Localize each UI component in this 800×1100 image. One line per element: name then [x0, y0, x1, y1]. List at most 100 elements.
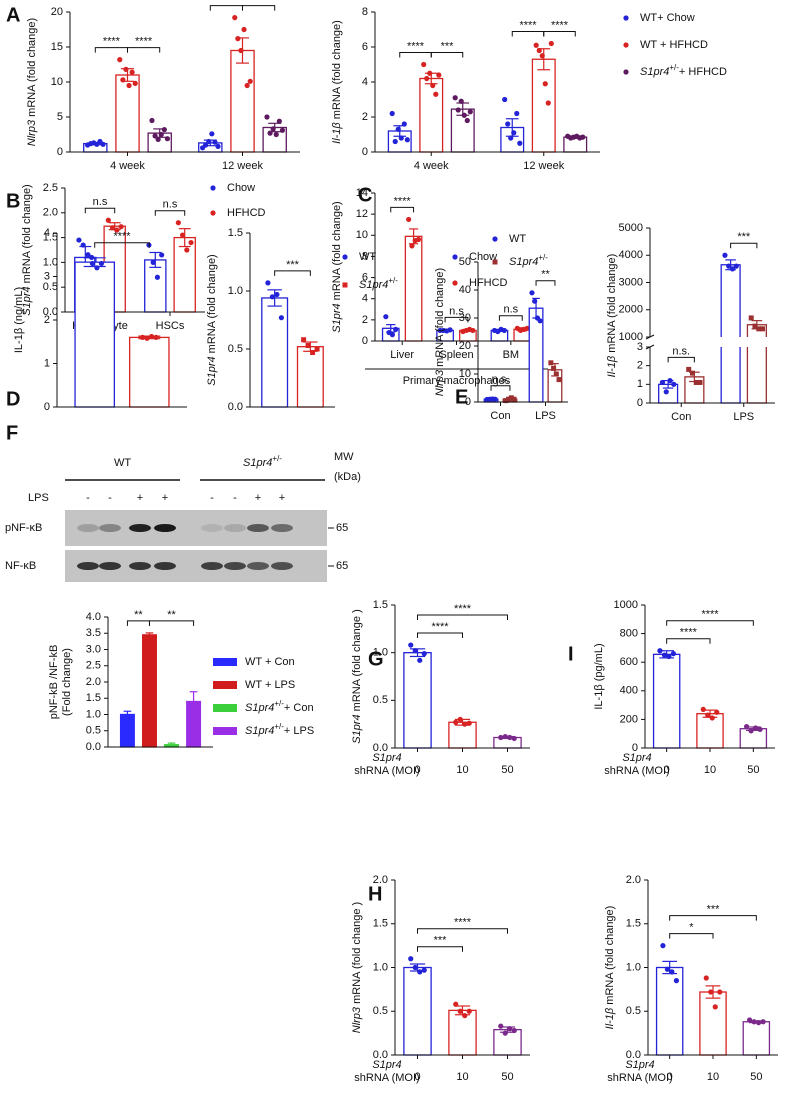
data-point	[673, 978, 680, 984]
y-axis-label: IL-1β (ng/mL)	[13, 287, 25, 353]
data-point	[274, 291, 280, 298]
data-point	[502, 96, 508, 103]
significance-label: ****	[680, 627, 698, 639]
data-point	[542, 81, 548, 87]
data-point	[148, 333, 155, 340]
data-point	[533, 42, 539, 48]
data-point	[238, 47, 244, 54]
data-point	[498, 734, 504, 741]
y-tick-label: 10	[51, 76, 63, 88]
x-tick-label: 10	[456, 764, 468, 776]
x-axis-label: S1pr4	[372, 752, 401, 764]
data-point	[153, 334, 159, 340]
data-point	[708, 989, 714, 995]
data-point	[455, 107, 461, 113]
data-point	[667, 378, 673, 384]
y-tick-label: 1.0	[86, 708, 101, 720]
data-point	[406, 216, 412, 223]
x-axis-label: shRNA (MOI)	[354, 1072, 419, 1084]
significance-label: **	[541, 269, 550, 281]
x-tick-label: 12 week	[523, 160, 564, 172]
y-tick-label: 0.5	[86, 725, 101, 737]
legend-label: HFHCD	[227, 207, 266, 219]
data-point	[461, 112, 467, 118]
bar	[261, 297, 289, 408]
data-point	[729, 266, 736, 272]
data-point	[383, 314, 389, 320]
x-tick-label: 0	[664, 764, 670, 776]
data-point	[433, 91, 439, 97]
data-point	[464, 117, 470, 124]
data-point	[408, 642, 414, 648]
data-point	[663, 389, 669, 395]
legend-label: WT + Con	[245, 656, 295, 668]
panel-letter: G	[368, 648, 384, 670]
significance-bracket	[94, 242, 150, 248]
legend-label: Chow	[227, 182, 255, 194]
y-tick-label: 4	[362, 76, 368, 88]
data-point	[206, 138, 212, 145]
x-tick-label: 10	[704, 764, 716, 776]
y-tick-label: 8	[362, 250, 368, 262]
y-tick-label: 1.0	[373, 647, 388, 659]
bar	[493, 736, 522, 749]
legend-marker	[210, 210, 216, 216]
significance-bracket	[730, 242, 758, 249]
panel-letter: C	[358, 184, 372, 206]
y-tick-label: 0.5	[626, 1005, 641, 1017]
y-tick-label: 2.5	[43, 182, 58, 194]
data-point	[129, 69, 135, 75]
data-point	[498, 1023, 504, 1029]
x-tick-label: LPS	[535, 410, 556, 422]
panel-letter: I	[568, 643, 574, 665]
blot-treatment: -	[108, 492, 112, 504]
data-point	[714, 709, 720, 715]
data-point	[507, 1026, 513, 1032]
blot-band	[129, 562, 151, 570]
significance-label: *	[689, 922, 694, 934]
y-tick-label: 0.0	[373, 1049, 388, 1061]
data-point	[175, 220, 181, 226]
blot-band	[271, 562, 293, 570]
y-axis-label: S1pr4 mRNA (fold change)	[21, 184, 33, 315]
data-point	[269, 294, 275, 300]
bar	[141, 634, 157, 748]
panel-letter: H	[368, 883, 382, 905]
y-tick-label: 200	[620, 713, 638, 725]
data-point	[466, 720, 472, 726]
blot-mw: 65	[336, 560, 348, 572]
y-tick-label: 3000	[619, 276, 643, 288]
data-point	[279, 127, 286, 133]
y-tick-label: 1000	[619, 331, 643, 343]
y-tick-label: 800	[620, 628, 638, 640]
data-point	[408, 956, 414, 962]
panel-letter: F	[6, 422, 18, 444]
data-point	[393, 326, 399, 332]
axis-break-gap	[646, 337, 779, 347]
data-point	[697, 379, 703, 385]
bar	[531, 58, 556, 153]
bar	[74, 261, 116, 408]
x-tick-label: 10	[707, 1071, 719, 1083]
legend-marker	[492, 236, 498, 242]
x-tick-label: HSCs	[156, 320, 185, 332]
legend-swatch	[213, 658, 237, 666]
data-point	[501, 327, 507, 334]
data-point	[159, 252, 165, 258]
y-axis-label: S1pr4 mRNA (fold change)	[331, 201, 343, 332]
blot-band	[201, 562, 223, 570]
data-point	[305, 343, 311, 349]
data-point	[703, 975, 709, 981]
significance-bracket	[417, 614, 508, 621]
legend-swatch	[213, 681, 237, 689]
y-tick-label: 1.5	[43, 232, 58, 244]
y-tick-label: 10	[459, 368, 471, 380]
significance-label: **	[167, 609, 176, 621]
blot-band	[154, 524, 176, 532]
blot-group-label: S1pr4+/-	[243, 454, 282, 469]
data-point	[389, 332, 395, 338]
y-tick-label: 2.5	[86, 660, 101, 672]
significance-bracket	[669, 915, 757, 921]
data-point	[76, 237, 82, 243]
data-point	[421, 651, 427, 657]
